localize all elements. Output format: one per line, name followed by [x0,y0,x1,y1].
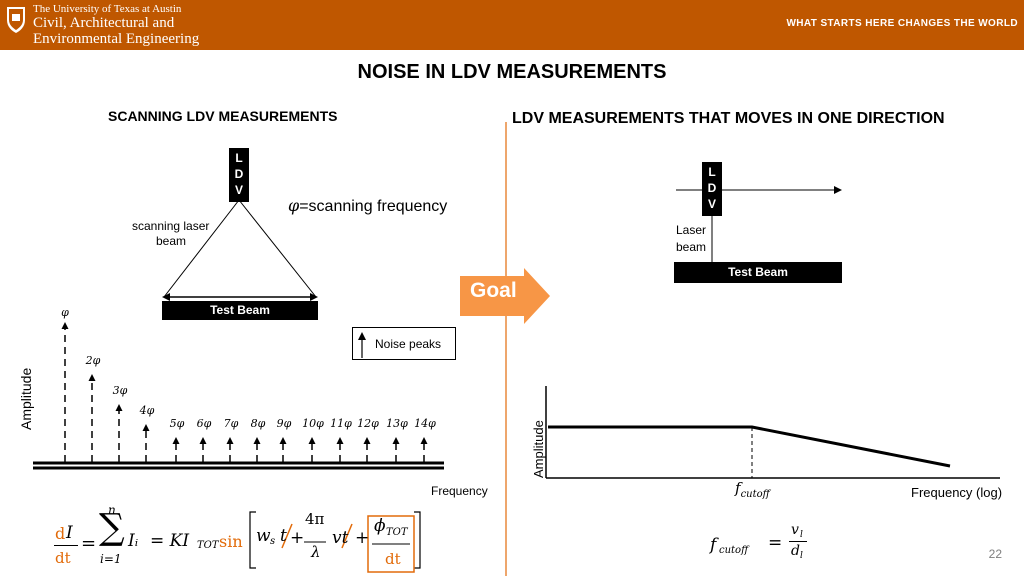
cutoff-lhs: f [710,535,717,555]
noise-peak-label-8: 8φ [251,417,266,430]
eq-frac-den: λ [311,543,321,561]
cutoff-fraction-bar [789,541,807,542]
noise-peak-label-12: 12φ [357,417,379,430]
noise-peak-label-3: 3φ [113,384,128,397]
laser-beam-label-2: beam [676,240,707,254]
noise-peak-arrowhead-14 [420,437,428,444]
moving-ldv-device: L D V [702,162,722,216]
cutoff-frequency-label: fcutoff [735,479,770,500]
phi-definition: =scanning frequency [299,198,448,215]
noise-peak-arrowhead-5 [172,437,180,444]
noise-peak-label-11: 11φ [330,417,352,430]
sum-upper-limit: n [108,503,116,517]
legend-box: Noise peaks [352,327,456,360]
cutoff-lhs-subscript: cutoff [719,545,749,556]
cutoff-numerator-subscript: l [800,530,803,540]
noise-peak-label-10: 10φ [302,417,324,430]
eq-ws: w [256,526,271,546]
eq-phi-tot: ϕ [374,516,386,536]
goal-arrow-icon [460,268,550,324]
laser-beam-label-1: Laser [676,223,707,237]
eq-sin: sin [219,532,243,551]
scanning-frequency-definition: φ=scanning frequency [288,196,447,216]
slide-title: NOISE IN LDV MEASUREMENTS [357,61,667,83]
department-line-2: Environmental Engineering [33,31,200,47]
eq-plus-1: + [290,528,305,548]
noise-peak-arrowhead-6 [199,437,207,444]
noise-peak-arrowhead-12 [363,437,371,444]
left-subtitle: SCANNING LDV MEASUREMENTS [108,108,338,124]
noise-peak-arrowhead-4 [142,424,150,431]
noise-peak-label-9: 9φ [277,417,292,430]
left-test-beam: Test Beam [162,301,318,320]
noise-peak-label-2: 2φ [85,354,101,367]
eq-tot-subscript: TOT [197,540,219,551]
eq-s-subscript: s [270,536,276,547]
ldv-letter-d: D [707,181,717,195]
ldv-letter-d: D [234,167,244,181]
eq-frac-num: 4π [305,510,325,528]
cutoff-denominator: d [791,543,800,559]
noise-peak-arrowhead-11 [336,437,344,444]
eq-t: t [280,526,287,546]
eq-vt: vt [332,528,349,548]
noise-peak-arrowhead-8 [253,437,261,444]
cutoff-numerator: v [791,522,799,538]
ldv-letter-l: L [708,165,716,179]
scanning-beam-label-2: beam [156,234,187,248]
noise-peak-label-1: φ [61,306,69,319]
right-x-axis-label: Frequency (log) [911,485,1003,500]
cutoff-equals: = [768,533,783,553]
left-x-axis-label: Frequency [431,484,488,498]
page-number: 22 [988,547,1002,561]
scanning-ldv-device: L D V [229,148,249,202]
eq-equals: = [81,533,97,554]
eq-I: I [66,523,73,543]
noise-peak-label-14: 14φ [414,417,436,430]
ldv-letter-v: V [234,183,243,197]
noise-peak-arrowhead-2 [88,374,96,381]
noise-peak-arrowhead-3 [115,404,123,411]
sum-symbol: ∑ [99,507,125,548]
tagline: WHAT STARTS HERE CHANGES THE WORLD [786,18,1018,29]
right-test-beam: Test Beam [674,262,842,283]
legend-label: Noise peaks [375,337,442,351]
eq-dt-box: dt [385,550,401,568]
university-name: The University of Texas at Austin [33,3,182,15]
ldv-letter-l: L [235,151,243,165]
right-y-axis-label: Amplitude [531,420,546,478]
scanning-beam-label-1: scanning laser [132,219,210,233]
noise-peak-arrowhead-13 [392,437,400,444]
noise-peak-label-5: 5φ [170,417,185,430]
eq-KI: = KI [150,531,190,551]
noise-peak-arrowhead-1 [61,322,69,329]
eq-d: d [55,524,66,543]
noise-peak-arrowhead-9 [279,437,287,444]
eq-phi-tot-subscript: TOT [386,527,408,538]
header-bar: The University of Texas at Austin Civil,… [0,0,1024,50]
cutoff-denominator-subscript: l [800,551,803,561]
phi-symbol: φ [288,196,300,215]
noise-peak-arrowhead-10 [308,437,316,444]
left-y-axis-label: Amplitude [18,367,34,430]
noise-peak-label-4: 4φ [139,404,155,417]
eq-fraction-bar [54,545,78,546]
eq-Ii: Iᵢ [128,531,139,551]
eq-plus-2: + [355,528,370,548]
department-line-1: Civil, Architectural and [33,15,175,31]
ldv-letter-v: V [707,197,716,211]
right-subtitle: LDV MEASUREMENTS THAT MOVES IN ONE DIREC… [512,110,945,127]
eq-brackets [249,511,421,573]
noise-peak-label-7: 7φ [224,417,239,430]
goal-label: Goal [470,279,517,302]
noise-peak-arrowhead-7 [226,437,234,444]
eq-dt: dt [55,549,71,567]
sum-lower-limit: i=1 [100,552,122,566]
noise-peak-label-13: 13φ [386,417,408,430]
noise-peak-label-6: 6φ [197,417,212,430]
ut-seal-icon [7,7,25,33]
